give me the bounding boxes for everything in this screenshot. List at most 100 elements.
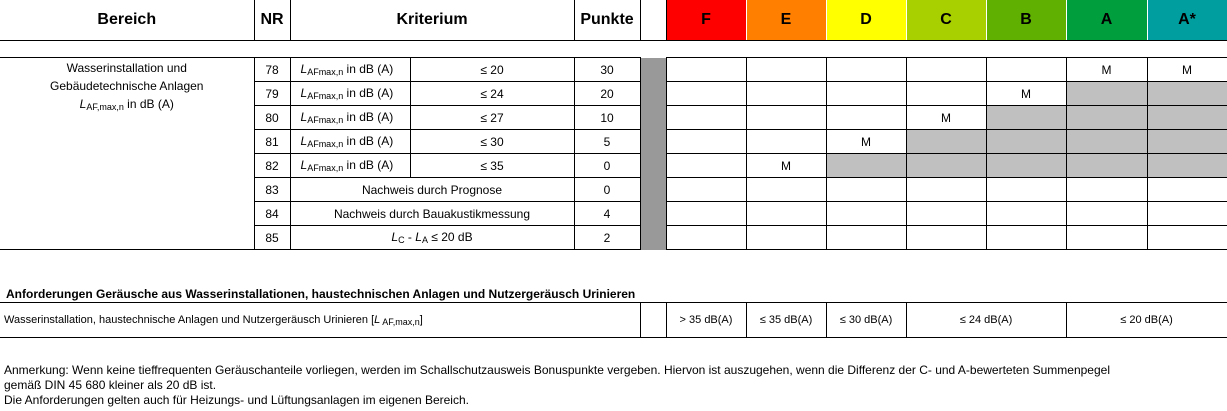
grade-cell-c [905, 153, 987, 178]
row-punkte: 30 [573, 57, 641, 82]
grade-cell-a [1065, 201, 1148, 226]
grade-cell-f [665, 177, 747, 202]
requirement-value-a: ≤ 20 dB(A) [1065, 302, 1227, 338]
row-punkte: 2 [573, 225, 641, 250]
requirement-spacer [639, 302, 667, 338]
grade-cell-a [1065, 153, 1148, 178]
header-spacer [640, 0, 667, 40]
criterion-unit: in dB (A) [343, 110, 394, 124]
separator-cell [639, 225, 667, 250]
table-row: 79 LAFmax,n in dB (A) ≤ 24 20 M [0, 81, 1227, 106]
grade-cell-a-star: M [1146, 57, 1227, 82]
row-criterion: LAFmax,n in dB (A) [289, 153, 411, 178]
grade-cell-c [905, 225, 987, 250]
row-criterion: LAFmax,n in dB (A) [289, 81, 411, 106]
grade-cell-d [825, 201, 907, 226]
grade-cell-b: M [985, 81, 1067, 106]
grade-a: A [1066, 0, 1148, 40]
limit-value: ≤ 27 [480, 110, 504, 125]
separator-cell [639, 153, 667, 178]
header-nr: NR [254, 0, 291, 40]
row-limit: ≤ 27 [409, 105, 575, 130]
grade-cell-d: M [825, 129, 907, 154]
criterion-symbol: L [300, 86, 308, 100]
grade-cell-b [985, 201, 1067, 226]
limit-value: ≤ 20 [480, 62, 504, 77]
grade-cell-b [985, 57, 1067, 82]
row-nr: 81 [253, 129, 291, 154]
grade-f: F [666, 0, 747, 40]
grade-cell-f [665, 153, 747, 178]
grade-cell-a: M [1065, 57, 1148, 82]
grade-cell-b [985, 153, 1067, 178]
grade-cell-e [745, 129, 827, 154]
criterion-symbol-sub: AFmax,n [307, 139, 344, 149]
grade-cell-c [905, 129, 987, 154]
grade-cell-a-star [1146, 153, 1227, 178]
grade-cell-c [905, 81, 987, 106]
minus-sign: - [404, 230, 416, 244]
grade-cell-a [1065, 129, 1148, 154]
grade-cell-c: M [905, 105, 987, 130]
grade-cell-d [825, 153, 907, 178]
criterion-symbol: L [300, 110, 308, 124]
row-nr: 79 [253, 81, 291, 106]
row-nr: 85 [253, 225, 291, 250]
note-line-3: Die Anforderungen gelten auch für Heizun… [4, 393, 469, 407]
grade-cell-a-star [1146, 81, 1227, 106]
grade-cell-b [985, 225, 1067, 250]
row-nr: 78 [253, 57, 291, 82]
row-punkte: 0 [573, 153, 641, 178]
grade-cell-e [745, 225, 827, 250]
row-limit: ≤ 24 [409, 81, 575, 106]
row-nr: 82 [253, 153, 291, 178]
row-criterion: LAFmax,n in dB (A) [289, 129, 411, 154]
bereich-line-3: LAF,max,n in dB (A) [0, 95, 253, 116]
row-punkte: 4 [573, 201, 641, 226]
criterion-symbol-sub: AFmax,n [307, 115, 344, 125]
row-criterion: Nachweis durch Prognose [289, 177, 575, 202]
separator-cell [639, 129, 667, 154]
grade-cell-b [985, 129, 1067, 154]
header-bottom-rule [0, 40, 1227, 41]
grade-cell-e: M [745, 153, 827, 178]
requirement-symbol: L [374, 313, 381, 326]
separator-cell [639, 177, 667, 202]
bereich-symbol-sub: AF,max,n [86, 102, 124, 112]
row-punkte: 10 [573, 105, 641, 130]
criterion-symbol-sub: AFmax,n [307, 163, 344, 173]
grade-cell-f [665, 81, 747, 106]
grade-cell-e [745, 177, 827, 202]
grade-cell-d [825, 105, 907, 130]
requirement-value-cb: ≤ 24 dB(A) [905, 302, 1067, 338]
grade-cell-e [745, 57, 827, 82]
grade-b: B [986, 0, 1067, 40]
criterion-unit: in dB (A) [343, 158, 394, 172]
header-bereich: Bereich [0, 0, 255, 40]
requirement-value-d: ≤ 30 dB(A) [825, 302, 907, 338]
grade-cell-f [665, 105, 747, 130]
criterion-symbol-sub: AFmax,n [307, 91, 344, 101]
row-nr: 84 [253, 201, 291, 226]
limit-value: ≤ 30 [480, 134, 504, 149]
row-criterion: LC - LA ≤ 20 dB [289, 225, 575, 250]
header-punkte: Punkte [574, 0, 641, 40]
row-nr: 83 [253, 177, 291, 202]
criterion-symbol: L [300, 158, 308, 172]
criterion-unit: in dB (A) [343, 62, 394, 76]
grade-cell-c [905, 57, 987, 82]
table-row: 80 LAFmax,n in dB (A) ≤ 27 10 M [0, 105, 1227, 130]
criterion-unit: in dB (A) [343, 86, 394, 100]
row-criterion: LAFmax,n in dB (A) [289, 57, 411, 82]
bereich-line-1: Wasserinstallation und [66, 61, 187, 75]
row-limit: ≤ 35 [409, 153, 575, 178]
grade-cell-d [825, 177, 907, 202]
grade-cell-b [985, 105, 1067, 130]
la-sub: A [421, 235, 428, 245]
grade-cell-c [905, 201, 987, 226]
limit-value: ≤ 35 [480, 158, 504, 173]
row-criterion: Nachweis durch Bauakustikmessung [289, 201, 575, 226]
separator-cell [639, 57, 667, 82]
requirement-label: Wasserinstallation, haustechnische Anlag… [0, 302, 641, 338]
requirements-table: Wasserinstallation, haustechnische Anlag… [0, 302, 1227, 338]
